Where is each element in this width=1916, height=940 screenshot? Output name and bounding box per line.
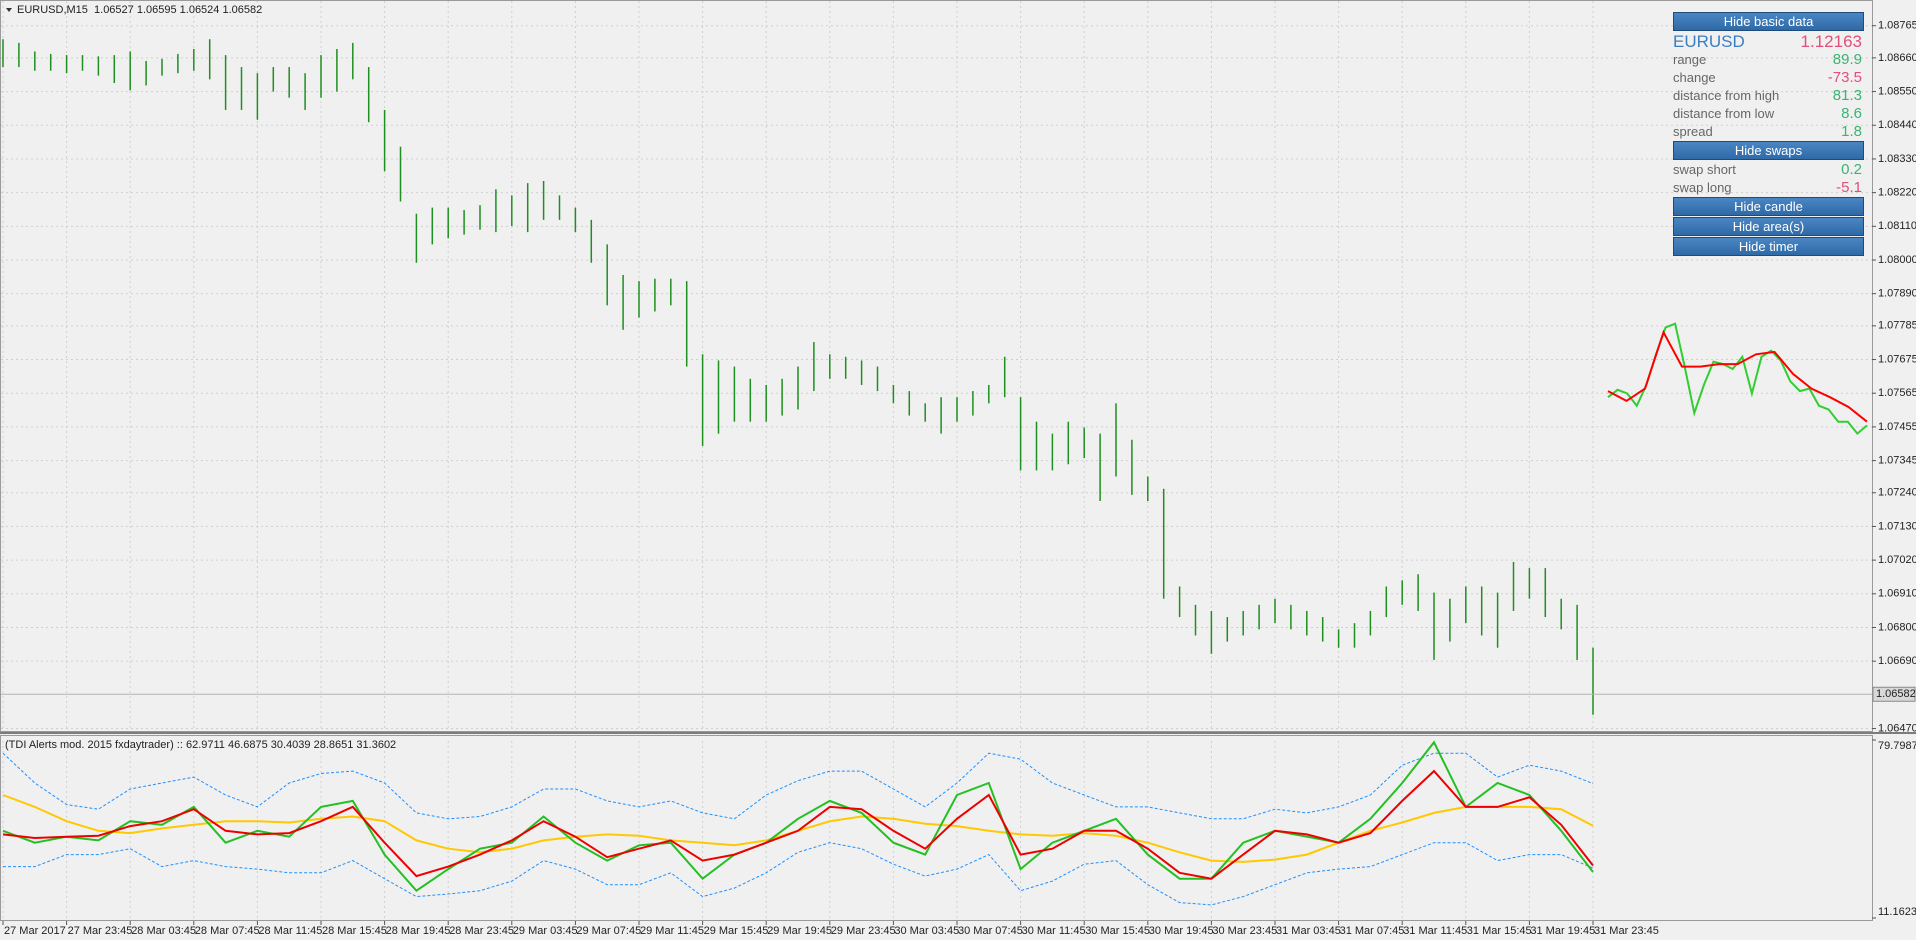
y-tick-label: 1.08000 — [1878, 254, 1916, 266]
info-row: distance from low 8.6 — [1673, 105, 1862, 124]
y-tick-label: 1.07130 — [1878, 520, 1916, 532]
x-tick-label: 31 Mar 07:45 — [1340, 925, 1405, 937]
x-tick-label: 28 Mar 15:45 — [322, 925, 387, 937]
x-tick-label: 31 Mar 11:45 — [1403, 925, 1467, 937]
y-tick-label: 1.07675 — [1878, 353, 1916, 365]
y-tick-label: 1.06910 — [1878, 588, 1916, 600]
y-tick-label: 79.7987 — [1878, 740, 1916, 752]
button[interactable]: Hide basic data — [1673, 12, 1864, 31]
y-tick-label: 1.07565 — [1878, 387, 1916, 399]
y-tick-label: 1.07785 — [1878, 320, 1916, 332]
y-tick-label: 1.08660 — [1878, 52, 1916, 64]
grid — [1, 1, 1872, 918]
x-tick-label: 30 Mar 15:45 — [1085, 925, 1150, 937]
y-tick-label: 1.06800 — [1878, 621, 1916, 633]
x-tick-label: 30 Mar 23:45 — [1212, 925, 1277, 937]
price: 1.12163 — [1800, 32, 1862, 51]
row-value: 81.3 — [1832, 87, 1862, 104]
x-tick-label: 30 Mar 11:45 — [1022, 925, 1086, 937]
x-tick-label: 28 Mar 07:45 — [195, 925, 260, 937]
x-tick-label: 29 Mar 07:45 — [576, 925, 641, 937]
band-line — [3, 842, 1594, 906]
row-label: swap short — [1673, 162, 1736, 177]
button[interactable]: Hide area(s) — [1673, 217, 1864, 236]
indicator-title: (TDI Alerts mod. 2015 fxdaytrader) :: 62… — [5, 739, 396, 751]
y-tick-label: 1.08440 — [1878, 119, 1916, 131]
x-tick-label: 29 Mar 23:45 — [831, 925, 896, 937]
button[interactable]: Hide candle — [1673, 197, 1864, 216]
main-panel-frame — [0, 0, 1873, 732]
row-value: -5.1 — [1836, 179, 1862, 196]
row-label: spread — [1673, 124, 1713, 139]
x-tick-label: 27 Mar 23:45 — [68, 925, 133, 937]
current-price-label: 1.06582 — [1876, 688, 1916, 700]
y-tick-label: 1.08765 — [1878, 20, 1916, 32]
x-tick-label: 30 Mar 03:45 — [894, 925, 959, 937]
info-row: swap long -5.1 — [1673, 179, 1862, 198]
collapse-icon — [6, 8, 12, 12]
symbol: EURUSD — [1673, 32, 1745, 51]
x-tick-label: 31 Mar 23:45 — [1594, 925, 1659, 937]
button[interactable]: Hide timer — [1673, 237, 1864, 256]
info-row: spread 1.8 — [1673, 123, 1862, 142]
y-tick-label: 1.08220 — [1878, 187, 1916, 199]
y-tick-label: 1.07020 — [1878, 554, 1916, 566]
row-value: 0.2 — [1841, 161, 1862, 178]
button[interactable]: Hide swaps — [1673, 141, 1864, 160]
row-value: 8.6 — [1841, 105, 1862, 122]
x-tick-label: 31 Mar 03:45 — [1276, 925, 1341, 937]
y-tick-label: 1.07240 — [1878, 487, 1916, 499]
projection-line — [1607, 329, 1868, 423]
row-label: change — [1673, 70, 1716, 85]
indicator-panel-frame — [0, 735, 1873, 921]
y-tick-label: 1.08110 — [1878, 220, 1916, 232]
x-tick-label: 28 Mar 03:45 — [131, 925, 196, 937]
x-tick-label: 29 Mar 03:45 — [513, 925, 578, 937]
y-tick-label: 1.07455 — [1878, 421, 1916, 433]
x-tick-label: 31 Mar 19:45 — [1530, 925, 1595, 937]
row-label: distance from high — [1673, 88, 1780, 103]
y-tick-label: 1.08550 — [1878, 85, 1916, 97]
x-tick-label: 28 Mar 23:45 — [449, 925, 514, 937]
row-value: -73.5 — [1827, 69, 1862, 86]
x-tick-label: 29 Mar 11:45 — [640, 925, 704, 937]
info-row: range 89.9 — [1673, 51, 1862, 70]
indicator-line — [2, 769, 1594, 880]
row-value: 89.9 — [1832, 51, 1862, 68]
row-label: range — [1673, 52, 1707, 67]
y-tick-label: 1.07890 — [1878, 288, 1916, 300]
row-label: distance from low — [1673, 106, 1775, 121]
y-tick-label: 1.06690 — [1878, 655, 1916, 667]
y-tick-label: 1.07345 — [1878, 454, 1916, 466]
info-row: swap short 0.2 — [1673, 161, 1862, 180]
info-row: distance from high 81.3 — [1673, 87, 1862, 106]
band-line — [2, 752, 1594, 820]
x-tick-label: 29 Mar 15:45 — [704, 925, 769, 937]
current-price-box — [1872, 686, 1916, 702]
x-tick-label: 29 Mar 19:45 — [767, 925, 832, 937]
chart-title: EURUSD,M15 1.06527 1.06595 1.06524 1.065… — [17, 4, 262, 16]
x-tick-label: 28 Mar 11:45 — [258, 925, 322, 937]
y-tick-label: 1.06470 — [1878, 722, 1916, 734]
x-tick-label: 28 Mar 19:45 — [386, 925, 451, 937]
x-tick-label: 30 Mar 07:45 — [958, 925, 1023, 937]
x-tick-label: 31 Mar 15:45 — [1467, 925, 1532, 937]
y-tick-label: 11.1623 — [1878, 906, 1916, 918]
row-value: 1.8 — [1841, 123, 1862, 140]
y-tick-label: 1.08330 — [1878, 153, 1916, 165]
info-row: change -73.5 — [1673, 69, 1862, 88]
x-tick-label: 30 Mar 19:45 — [1149, 925, 1214, 937]
x-tick-label: 27 Mar 2017 — [4, 925, 66, 937]
row-label: swap long — [1673, 180, 1732, 195]
